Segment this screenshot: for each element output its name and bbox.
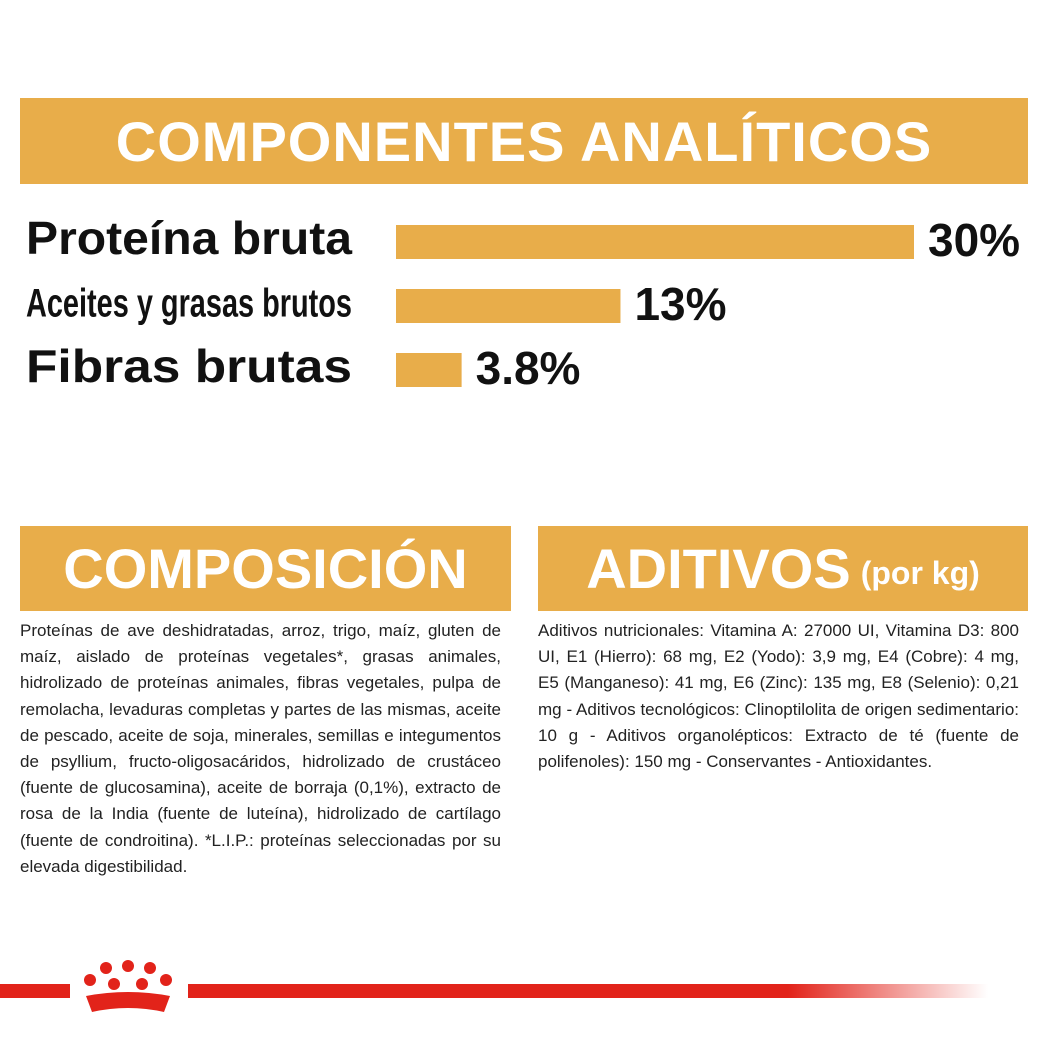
crown-logo [84,960,172,1012]
section-title: ADITIVOS (por kg) [538,526,1028,611]
value-label: 3.8% [476,342,581,394]
section-subtitle: (por kg) [860,555,980,591]
category-label: Proteína bruta [26,212,352,264]
section-title-text: ADITIVOS [586,537,851,600]
footer-logo [0,960,988,1012]
footer-line [0,984,70,998]
bar [396,225,914,259]
value-label: 30% [928,214,1020,266]
composition-text: Proteínas de ave deshidratadas, arroz, t… [20,621,501,876]
value-label: 13% [634,278,726,330]
bar [396,353,462,387]
chart: Proteína bruta 30% Aceites y grasas brutos… [26,212,1020,394]
category-label: Aceites y grasas brutos [26,282,352,326]
footer-line [188,984,988,998]
bar [396,289,621,323]
section-title: COMPOSICIÓN [20,526,511,611]
additives-text: Aditivos nutricionales: Vitamina A: 2700… [538,621,1019,772]
category-label: Fibras brutas [26,340,352,392]
chart-title: COMPONENTES ANALÍTICOS [20,98,1028,184]
